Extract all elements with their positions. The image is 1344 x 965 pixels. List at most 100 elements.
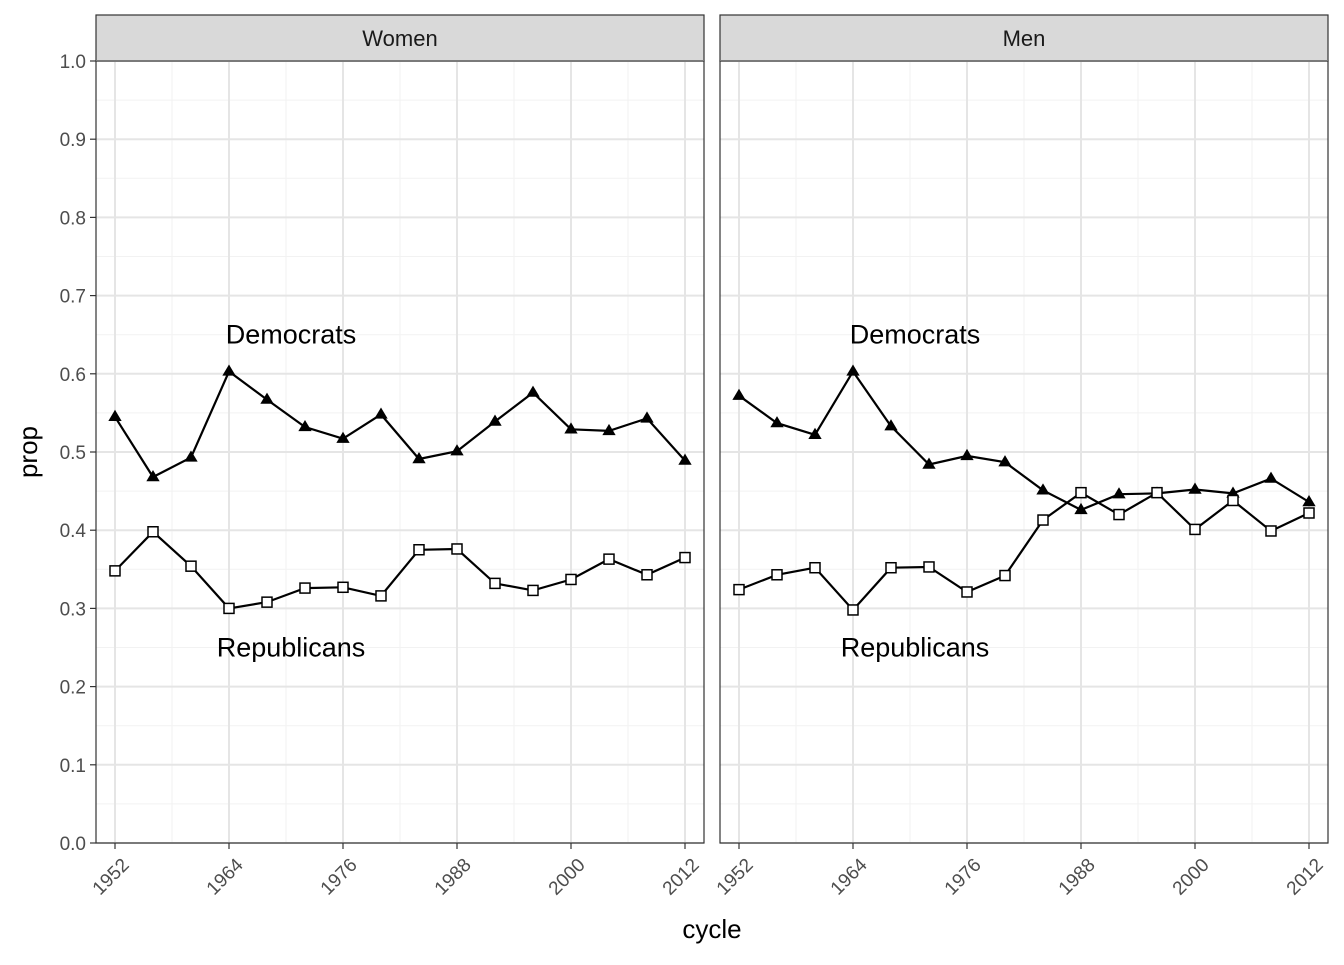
series-line-republicans bbox=[738, 491, 1310, 612]
x-axis-title: cycle bbox=[682, 914, 741, 944]
point-republicans bbox=[1113, 508, 1125, 521]
point-republicans bbox=[603, 553, 615, 565]
point-democrats bbox=[770, 416, 784, 428]
point-republicans bbox=[923, 561, 935, 573]
point-democrats bbox=[374, 407, 388, 419]
annotation-republicans: Republicans bbox=[841, 633, 990, 663]
annotation-democrats: Democrats bbox=[226, 320, 357, 350]
strip-label: Women bbox=[362, 26, 437, 51]
point-democrats bbox=[922, 457, 936, 469]
x-tick-label: 1964 bbox=[827, 854, 872, 899]
point-republicans bbox=[451, 543, 463, 555]
point-republicans bbox=[565, 573, 577, 586]
point-republicans bbox=[961, 586, 973, 598]
point-republicans bbox=[109, 565, 121, 577]
point-republicans bbox=[1303, 507, 1315, 519]
strip-background bbox=[719, 14, 1329, 62]
point-democrats bbox=[450, 444, 464, 456]
y-tick-label: 0.8 bbox=[60, 208, 86, 229]
y-tick-label: 0.3 bbox=[60, 599, 86, 620]
point-democrats bbox=[1112, 487, 1126, 499]
point-democrats bbox=[260, 392, 274, 404]
point-democrats bbox=[960, 448, 974, 461]
point-republicans bbox=[1151, 486, 1163, 499]
y-tick-label: 0.5 bbox=[60, 443, 86, 464]
point-democrats bbox=[1188, 482, 1202, 494]
x-tick-label: 1964 bbox=[203, 854, 248, 899]
series-line-democrats bbox=[738, 369, 1310, 512]
point-democrats bbox=[526, 385, 540, 397]
y-tick-label: 0.6 bbox=[60, 365, 86, 386]
point-democrats bbox=[1074, 502, 1088, 515]
x-tick-label: 2000 bbox=[545, 855, 590, 900]
y-tick-label: 0.0 bbox=[60, 834, 86, 855]
point-republicans bbox=[733, 583, 745, 596]
point-republicans bbox=[641, 569, 653, 581]
point-democrats bbox=[298, 419, 312, 432]
point-republicans bbox=[299, 582, 311, 594]
point-republicans bbox=[885, 561, 897, 574]
point-republicans bbox=[999, 569, 1011, 582]
y-tick-label: 0.7 bbox=[60, 287, 86, 308]
point-democrats bbox=[846, 364, 860, 376]
panel-men: Men Democrats Republicans 1952 1964 1976 1988 2… bbox=[713, 14, 1329, 900]
point-democrats bbox=[184, 450, 198, 462]
panel-women: Women Democrats Republicans 1952 1964 1976 198… bbox=[89, 14, 705, 900]
annotation-democrats: Democrats bbox=[850, 320, 981, 350]
point-republicans bbox=[489, 577, 501, 590]
point-republicans bbox=[809, 561, 821, 574]
x-tick-label: 1976 bbox=[941, 855, 986, 900]
point-democrats bbox=[678, 453, 692, 465]
point-republicans bbox=[1075, 486, 1087, 499]
y-tick-label: 0.2 bbox=[60, 678, 86, 699]
point-democrats bbox=[1036, 483, 1050, 495]
point-democrats bbox=[336, 431, 350, 443]
point-republicans bbox=[1037, 514, 1049, 526]
point-democrats bbox=[488, 414, 502, 426]
point-democrats bbox=[412, 452, 426, 464]
point-democrats bbox=[602, 423, 616, 436]
x-tick-label: 1952 bbox=[713, 855, 758, 900]
point-republicans bbox=[413, 544, 425, 556]
point-democrats bbox=[732, 388, 746, 400]
point-republicans bbox=[1227, 494, 1239, 507]
strip-background bbox=[95, 14, 705, 62]
point-democrats bbox=[808, 427, 822, 439]
point-democrats bbox=[108, 409, 122, 422]
panel-border bbox=[719, 60, 1329, 844]
point-republicans bbox=[1189, 523, 1201, 536]
strip-label: Men bbox=[1003, 26, 1046, 51]
y-tick-label: 0.1 bbox=[60, 756, 86, 777]
x-tick-label: 1976 bbox=[317, 855, 362, 900]
point-republicans bbox=[847, 604, 859, 616]
point-republicans bbox=[261, 596, 273, 608]
point-democrats bbox=[1302, 495, 1316, 507]
point-republicans bbox=[147, 526, 159, 538]
annotation-republicans: Republicans bbox=[217, 633, 366, 663]
point-democrats bbox=[222, 364, 236, 376]
y-axis-title: prop bbox=[13, 426, 43, 478]
x-tick-label: 2000 bbox=[1169, 855, 1214, 900]
x-tick-label: 2012 bbox=[1283, 855, 1328, 900]
point-republicans bbox=[1265, 525, 1277, 537]
point-democrats bbox=[1264, 471, 1278, 483]
series-line-democrats bbox=[114, 369, 686, 479]
point-republicans bbox=[223, 602, 235, 615]
y-tick-label: 1.0 bbox=[60, 52, 86, 73]
point-republicans bbox=[527, 584, 539, 597]
point-republicans bbox=[185, 560, 197, 572]
point-republicans bbox=[375, 590, 387, 602]
point-democrats bbox=[884, 419, 898, 431]
point-republicans bbox=[771, 569, 783, 581]
point-democrats bbox=[640, 411, 654, 423]
x-tick-label: 1988 bbox=[1055, 855, 1100, 900]
point-republicans bbox=[679, 551, 691, 564]
x-tick-label: 1952 bbox=[89, 855, 134, 900]
point-democrats bbox=[146, 470, 160, 482]
series-line-republicans bbox=[114, 530, 686, 610]
point-republicans bbox=[337, 581, 349, 594]
y-tick-label: 0.9 bbox=[60, 130, 86, 151]
point-democrats bbox=[998, 455, 1012, 467]
